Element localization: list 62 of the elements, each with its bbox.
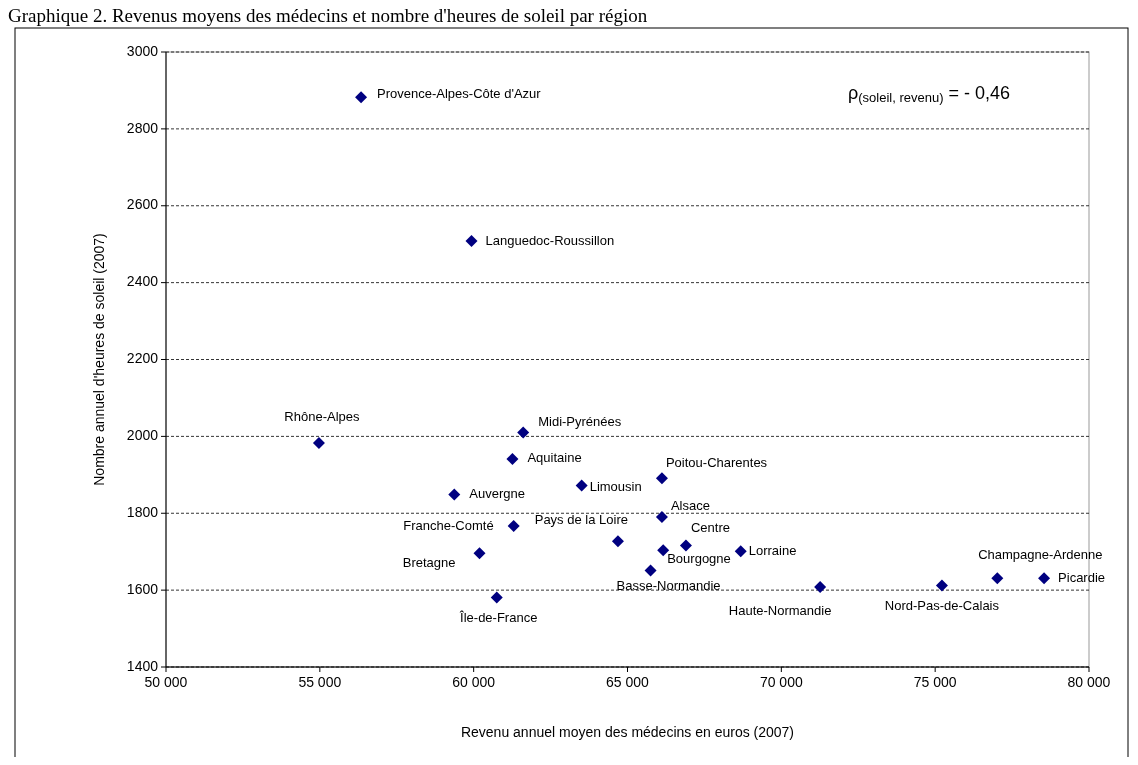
x-tick-label: 55 000 [298,674,342,690]
annotation: Poitou-Charentes [665,454,768,470]
y-tick-label: 2200 [126,350,159,367]
x-tick-label: 70 000 [759,674,803,690]
point [935,579,948,592]
annotation: Languedoc-Roussillon [485,232,615,248]
y-tick-label: 1800 [126,503,159,520]
point [657,544,670,557]
x-tick-label: 80 000 [1067,674,1111,690]
annotation: Haute-Normandie [728,603,832,619]
annotation: Pays de la Loire [534,511,628,527]
y-tick-label: 1400 [126,657,159,674]
point [448,488,461,501]
annotation: Franche-Comté [403,518,494,534]
point [507,519,520,532]
x-axis-title: Revenu annuel moyen des médecins en euros (2007) [460,724,795,740]
annotation: Aquitaine [527,450,582,466]
annotation: Provence-Alpes-Côte d'Azur [377,85,542,101]
chart-title: Graphique 2. Revenus moyens des médecins et nombre d'heures de soleil par région [8,5,648,26]
point [473,547,486,560]
y-axis-title: Nombre annuel d'heures de soleil (2007) [91,233,107,486]
annotation: Limousin [589,479,642,495]
point [312,436,325,449]
x-tick-label: 65 000 [606,674,650,690]
point [611,535,624,548]
annotation: Rhône-Alpes [284,409,360,425]
point [465,235,478,248]
point [991,572,1004,585]
annotation: Bourgogne [667,550,731,566]
annotation: Bretagne [402,554,456,570]
x-tick-label: 50 000 [144,674,188,690]
point [355,91,368,104]
annotation: Centre [690,519,730,535]
point [506,453,519,466]
annotation: Nord-Pas-de-Calais [884,597,1000,613]
x-tick-label: 60 000 [452,674,496,690]
point [814,581,827,594]
point [655,511,668,524]
point [679,539,692,552]
y-tick-label: 2600 [126,196,159,213]
point [490,591,503,604]
y-tick-label: 3000 [126,42,159,59]
point [575,479,588,492]
annotation: Lorraine [748,542,797,558]
point [517,426,530,439]
point [655,472,668,485]
annotation: ρ$_{(soleil, revenu)}$ = - 0,46 [848,83,1011,106]
annotation: Alsace [670,497,710,513]
y-tick-label: 2400 [126,273,159,290]
y-tick-label: 1600 [126,580,159,597]
y-tick-label: 2000 [126,427,159,444]
annotation: Basse-Normandie [616,577,721,593]
point [734,545,747,558]
point [644,564,657,577]
annotation: Auvergne [469,485,525,501]
y-tick-label: 2800 [126,119,159,136]
point [1038,572,1051,585]
annotation: Picardie [1058,569,1106,585]
annotation: Île-de-France [459,609,538,625]
annotation: Midi-Pyrénées [538,413,622,429]
x-tick-label: 75 000 [913,674,957,690]
annotation: Champagne-Ardenne [978,546,1103,562]
